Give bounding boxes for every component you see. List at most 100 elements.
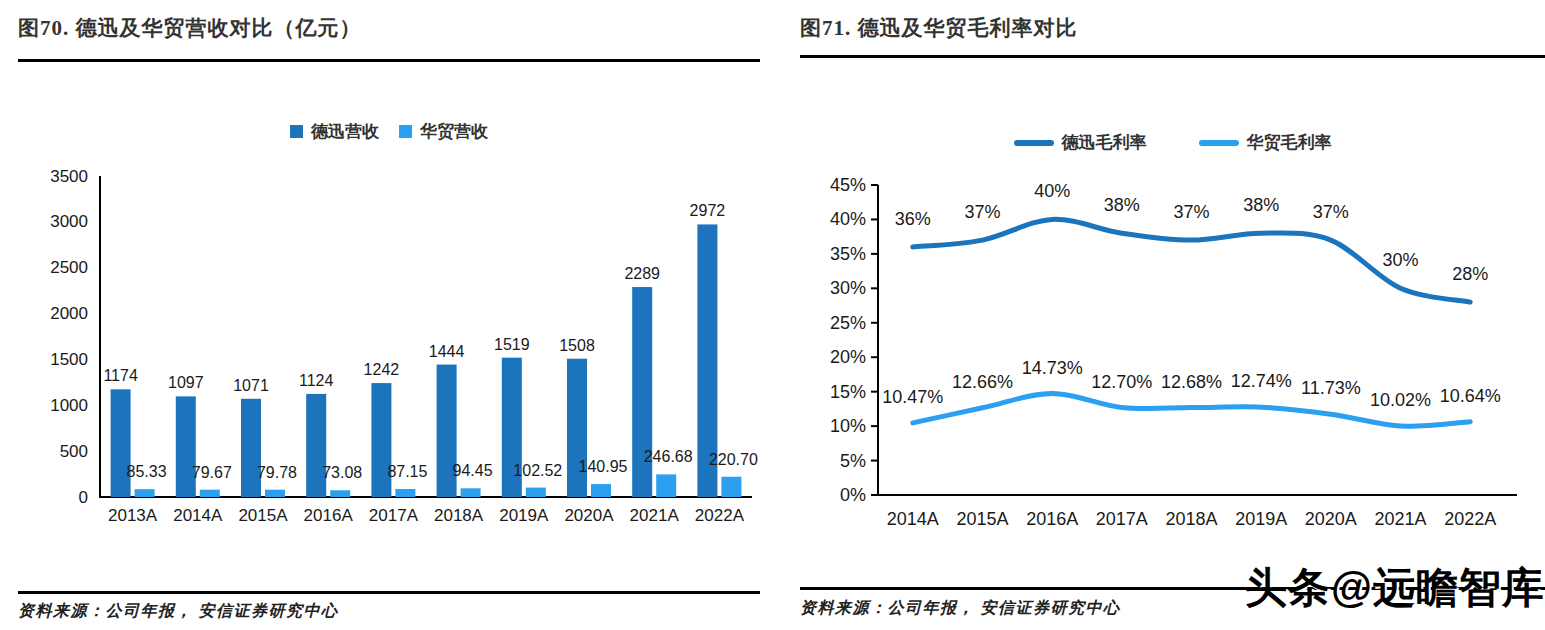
line-value-label: 40%	[1034, 181, 1070, 201]
line-value-label: 12.74%	[1231, 371, 1292, 391]
x-tick-label: 2016A	[304, 506, 354, 525]
x-tick-label: 2015A	[238, 506, 288, 525]
line-value-label: 12.70%	[1091, 372, 1152, 392]
revenue-title-rule	[18, 59, 760, 62]
bar-huamao-2014A	[200, 490, 220, 497]
dexun-margin-swatch	[1014, 140, 1054, 146]
x-tick-label: 2018A	[1165, 509, 1217, 529]
margin-chart-title: 图71. 德迅及华贸毛利率对比	[800, 14, 1078, 42]
y-tick-label: 30%	[830, 278, 866, 298]
revenue-chart-title: 图70. 德迅及华贸营收对比（亿元）	[18, 14, 362, 42]
bar-value-label: 73.08	[322, 464, 362, 481]
huamao-revenue-legend-label: 华贸营收	[420, 120, 488, 143]
line-value-label: 12.68%	[1161, 372, 1222, 392]
line-value-label: 12.66%	[952, 372, 1013, 392]
bar-value-label: 1444	[429, 343, 465, 360]
line-value-label: 37%	[964, 202, 1000, 222]
bar-value-label: 79.78	[257, 464, 297, 481]
watermark-toutiao-yuanzhan: 头条@远瞻智库	[1245, 560, 1545, 616]
x-tick-label: 2017A	[1096, 509, 1148, 529]
bar-value-label: 1124	[299, 372, 334, 389]
revenue-footer-rule	[18, 591, 760, 594]
line-value-label: 10.64%	[1440, 386, 1501, 406]
revenue-bar-chart: 0500100015002000250030003500117485.33201…	[20, 160, 760, 535]
y-tick-label: 10%	[830, 416, 866, 436]
bar-huamao-2016A	[330, 490, 350, 497]
legend-item-huamao-margin: 华贸毛利率	[1199, 131, 1332, 154]
huamao-margin-legend-label: 华贸毛利率	[1247, 131, 1332, 154]
bar-value-label: 2289	[624, 265, 660, 282]
line-value-label: 36%	[895, 209, 931, 229]
bar-dexun-2014A	[176, 396, 196, 497]
bar-huamao-2015A	[265, 490, 285, 497]
margin-title-rule	[800, 55, 1545, 58]
bar-huamao-2018A	[461, 488, 481, 497]
line-value-label: 11.73%	[1301, 378, 1361, 398]
line-value-label: 14.73%	[1022, 358, 1083, 378]
bar-dexun-2021A	[632, 287, 652, 497]
bar-huamao-2020A	[591, 484, 611, 497]
x-tick-label: 2015A	[956, 509, 1008, 529]
bar-huamao-2019A	[526, 488, 546, 497]
y-tick-label: 25%	[830, 313, 866, 333]
bar-value-label: 87.15	[387, 463, 427, 480]
huamao-margin-swatch	[1199, 140, 1239, 146]
bar-value-label: 1071	[233, 377, 269, 394]
bar-dexun-2020A	[567, 359, 587, 497]
line-value-label: 10.02%	[1370, 390, 1431, 410]
x-tick-label: 2022A	[695, 506, 745, 525]
x-tick-label: 2013A	[108, 506, 158, 525]
y-tick-label: 1000	[50, 396, 88, 415]
line-value-label: 30%	[1382, 250, 1418, 270]
bar-value-label: 85.33	[127, 463, 167, 480]
revenue-source-note: 资料来源：公司年报， 安信证券研究中心	[18, 601, 339, 622]
dexun-revenue-swatch	[290, 125, 303, 138]
y-tick-label: 35%	[830, 244, 866, 264]
page: 图70. 德迅及华贸营收对比（亿元） 德迅营收 华贸营收 05001000150…	[0, 0, 1545, 630]
x-tick-label: 2016A	[1026, 509, 1078, 529]
x-tick-label: 2020A	[1305, 509, 1357, 529]
bar-huamao-2017A	[395, 489, 415, 497]
bar-value-label: 1242	[364, 361, 400, 378]
margin-line-chart: 0%5%10%15%20%25%30%35%40%45%2014A2015A20…	[800, 165, 1545, 550]
x-tick-label: 2014A	[887, 509, 939, 529]
line-value-label: 38%	[1243, 195, 1279, 215]
y-tick-label: 40%	[830, 209, 866, 229]
x-tick-label: 2018A	[434, 506, 484, 525]
y-tick-label: 0%	[840, 485, 866, 505]
legend-item-huamao-revenue: 华贸营收	[399, 120, 488, 143]
y-tick-label: 0	[79, 488, 88, 507]
line-value-label: 37%	[1313, 202, 1349, 222]
bar-value-label: 1097	[168, 374, 204, 391]
y-tick-label: 2500	[50, 258, 88, 277]
bar-value-label: 140.95	[579, 458, 628, 475]
bar-value-label: 1174	[103, 367, 138, 384]
bar-value-label: 94.45	[453, 462, 493, 479]
margin-chart-panel: 图71. 德迅及华贸毛利率对比 德迅毛利率 华贸毛利率 0%5%10%15%20…	[800, 0, 1545, 630]
bar-value-label: 1519	[494, 336, 530, 353]
bar-huamao-2022A	[721, 477, 741, 497]
x-tick-label: 2020A	[564, 506, 614, 525]
y-tick-label: 3500	[50, 167, 88, 186]
bar-dexun-2016A	[306, 394, 326, 497]
line-value-label: 37%	[1173, 202, 1209, 222]
x-tick-label: 2021A	[630, 506, 680, 525]
legend-item-dexun-margin: 德迅毛利率	[1014, 131, 1147, 154]
bar-value-label: 102.52	[513, 462, 562, 479]
x-tick-label: 2017A	[369, 506, 419, 525]
margin-source-note: 资料来源：公司年报， 安信证券研究中心	[800, 598, 1121, 619]
bar-value-label: 220.70	[709, 451, 758, 468]
bar-value-label: 2972	[690, 202, 726, 219]
line-value-label: 28%	[1452, 264, 1488, 284]
bar-huamao-2021A	[656, 474, 676, 497]
line-value-label: 38%	[1104, 195, 1140, 215]
bar-huamao-2013A	[135, 489, 155, 497]
x-tick-label: 2022A	[1444, 509, 1496, 529]
dexun-revenue-legend-label: 德迅营收	[311, 120, 379, 143]
x-tick-label: 2014A	[173, 506, 223, 525]
bar-value-label: 1508	[559, 337, 595, 354]
y-tick-label: 20%	[830, 347, 866, 367]
bar-value-label: 246.68	[644, 448, 693, 465]
revenue-legend: 德迅营收 华贸营收	[18, 120, 760, 143]
bar-dexun-2013A	[111, 389, 131, 497]
